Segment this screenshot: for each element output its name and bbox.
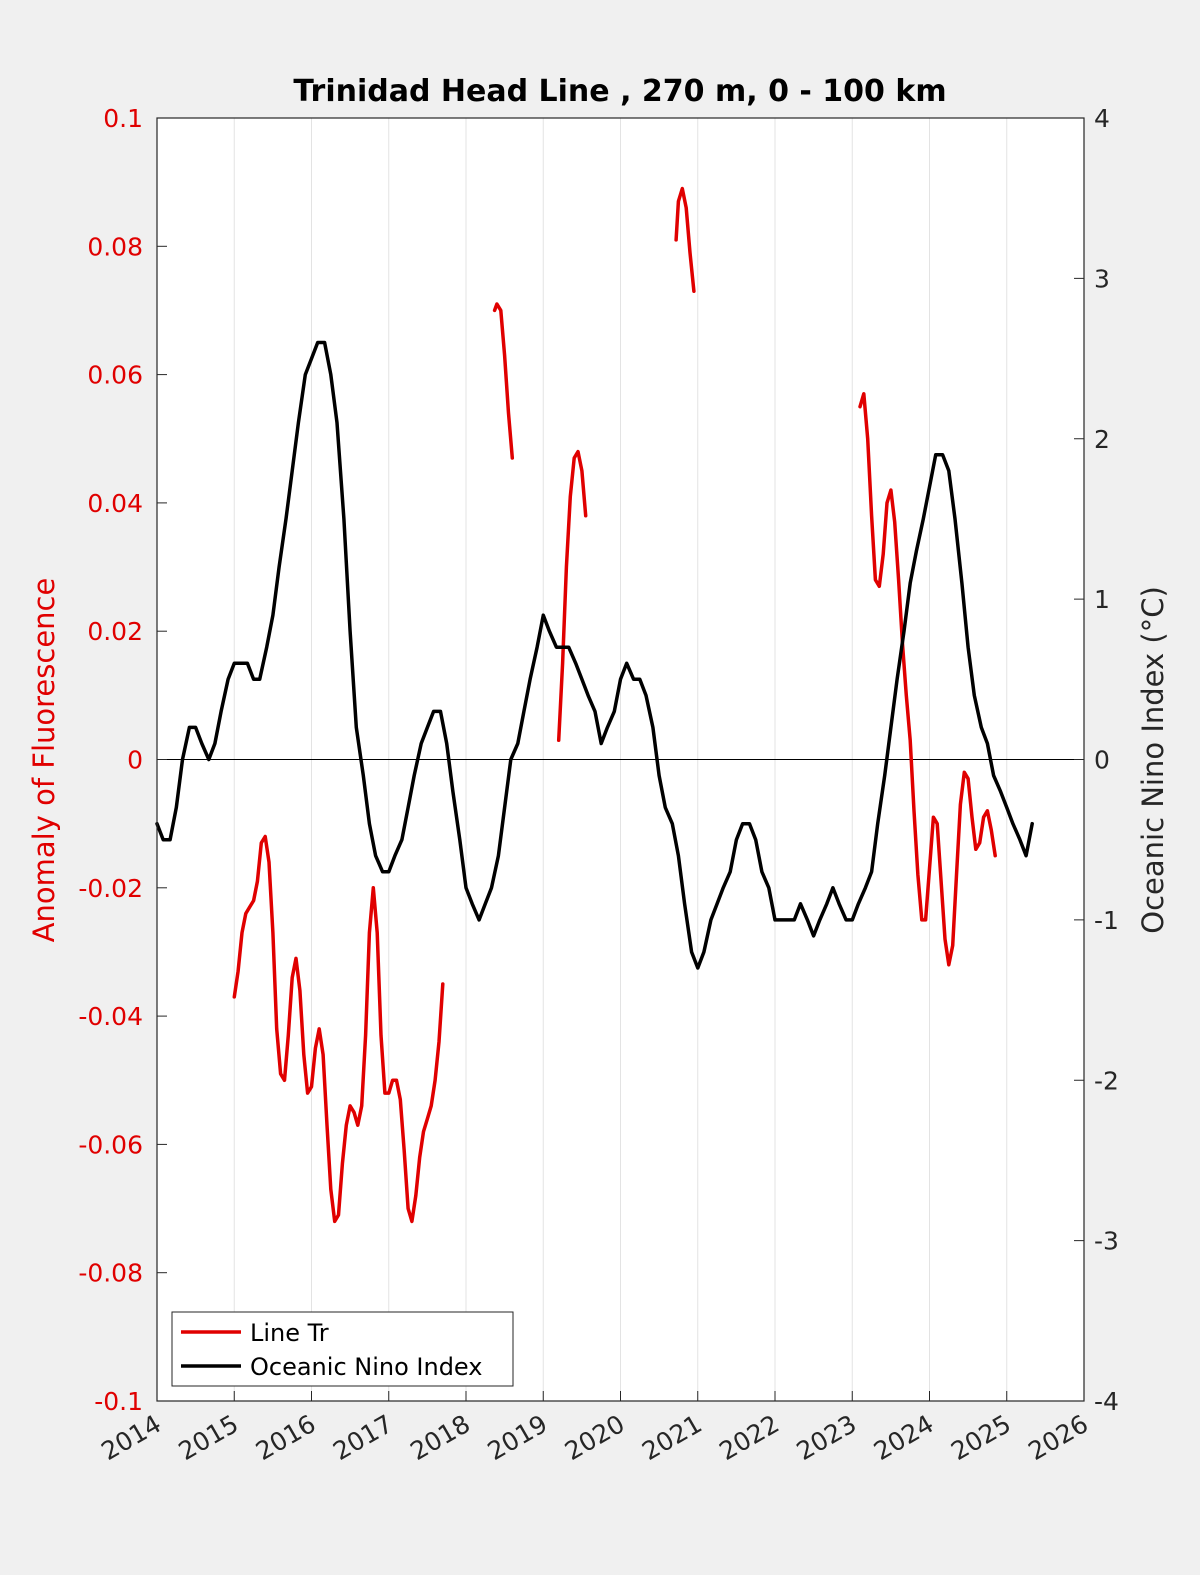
- legend-label-oni: Oceanic Nino Index: [250, 1353, 482, 1381]
- right-tick-label: -3: [1094, 1227, 1119, 1256]
- series-oni-segment-0: [155, 340, 1034, 970]
- left-axis: 0.1 0.08 0.06 0.04 0.02 0 -0.02 -0.04 -0.06 -0.08…: [78, 104, 167, 1416]
- series-line-tr-segment-4: [858, 392, 997, 967]
- right-tick-label: 3: [1094, 264, 1110, 293]
- series-line-tr-segment-0: [232, 834, 445, 1224]
- right-tick-label: 2: [1094, 425, 1110, 454]
- x-axis: 2014 2015 2016 2017 2018 2019 2020 2021 2022 2023…: [96, 1391, 1093, 1466]
- left-tick-label: -0.04: [78, 1002, 143, 1031]
- left-tick-label: -0.06: [78, 1130, 143, 1159]
- series-line-tr-segment-3: [674, 186, 696, 293]
- chart-title: Trinidad Head Line , 270 m, 0 - 100 km: [293, 74, 946, 109]
- legend-label-line-tr: Line Tr: [250, 1319, 329, 1347]
- x-tick-label: 2015: [174, 1409, 244, 1466]
- left-tick-label: -0.02: [78, 874, 143, 903]
- series-line-tr-segment-1: [492, 302, 515, 460]
- right-tick-label: -1: [1094, 906, 1119, 935]
- x-tick-label: 2023: [792, 1409, 862, 1466]
- right-tick-label: 4: [1094, 104, 1110, 133]
- x-tick-label: 2022: [714, 1409, 784, 1466]
- x-tick-label: 2020: [560, 1409, 630, 1466]
- x-tick-label: 2018: [405, 1409, 475, 1466]
- x-tick-label: 2024: [869, 1409, 939, 1466]
- right-tick-label: 1: [1094, 585, 1110, 614]
- x-tick-label: 2017: [328, 1409, 398, 1466]
- left-tick-label: -0.08: [78, 1259, 143, 1288]
- left-tick-label: 0.1: [103, 104, 143, 133]
- left-tick-label: 0.06: [87, 361, 143, 390]
- legend: Line Tr Oceanic Nino Index: [171, 1311, 514, 1387]
- left-tick-label: -0.1: [94, 1387, 143, 1416]
- left-tick-label: 0: [127, 746, 143, 775]
- left-tick-label: 0.04: [87, 489, 143, 518]
- left-axis-label: Anomaly of Fluorescence: [27, 578, 61, 943]
- x-tick-label: 2021: [637, 1409, 707, 1466]
- right-axis-label: Oceanic Nino Index (°C): [1136, 586, 1170, 934]
- series-layer: [155, 186, 1034, 1224]
- x-tick-label: 2016: [251, 1409, 321, 1466]
- left-tick-label: 0.02: [87, 617, 143, 646]
- right-tick-label: -4: [1094, 1387, 1119, 1416]
- right-axis: 4 3 2 1 0 -1 -2 -3 -4: [1074, 104, 1119, 1416]
- x-tick-label: 2014: [96, 1409, 166, 1466]
- x-tick-label: 2025: [946, 1409, 1016, 1466]
- right-tick-label: -2: [1094, 1066, 1119, 1095]
- right-tick-label: 0: [1094, 746, 1110, 775]
- x-tick-label: 2026: [1023, 1409, 1093, 1466]
- x-tick-label: 2019: [483, 1409, 553, 1466]
- legend-box: [171, 1311, 514, 1387]
- left-tick-label: 0.08: [87, 232, 143, 261]
